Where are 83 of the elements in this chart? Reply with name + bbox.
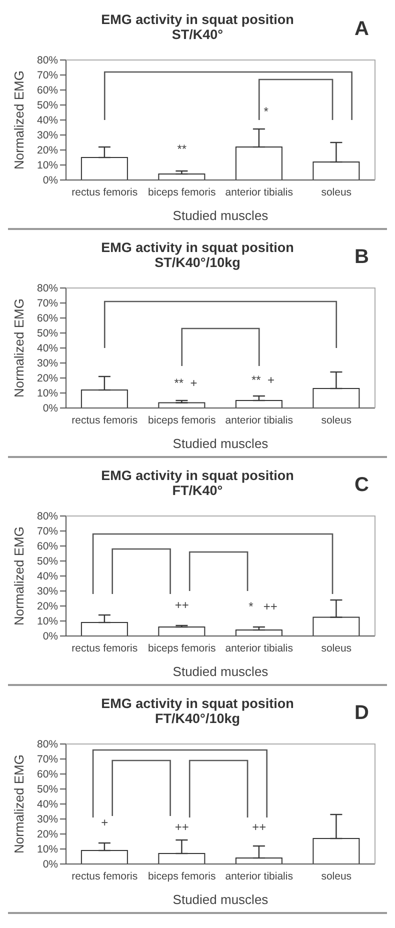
- x-tick-label: soleus: [321, 414, 352, 426]
- chart-subtitle: FT/K40°/10kg: [155, 711, 240, 726]
- text: D: [354, 702, 369, 725]
- x-tick-label: biceps femoris: [148, 642, 216, 654]
- y-tick-label: 30%: [36, 586, 58, 598]
- bar: [158, 626, 206, 636]
- chart-title: EMG activity in squat position: [101, 12, 294, 27]
- y-tick-label: 10%: [36, 844, 58, 856]
- x-tick-label: rectus femoris: [72, 414, 138, 426]
- chart-subtitle: ST/K40°/10kg: [154, 255, 240, 270]
- y-tick-label: 80%: [36, 510, 58, 523]
- y-tick-label: 0%: [42, 402, 58, 415]
- y-tick-label: 0%: [42, 174, 58, 187]
- y-tick-label: 30%: [36, 814, 58, 826]
- y-tick-label: 50%: [36, 328, 58, 340]
- y-tick-label: 70%: [36, 526, 58, 538]
- y-axis-title: Normalized EMG: [11, 754, 26, 854]
- y-tick-label: 80%: [36, 738, 58, 751]
- y-axis-title: Normalized EMG: [11, 526, 26, 626]
- y-tick-label: 50%: [36, 556, 58, 568]
- y-tick-label: 30%: [36, 130, 58, 142]
- x-tick-label: anterior tibialis: [225, 642, 293, 654]
- x-tick-label: soleus: [321, 186, 352, 198]
- annotation: ++: [174, 598, 189, 612]
- y-tick-label: 50%: [36, 100, 58, 112]
- y-tick-label: 40%: [36, 342, 58, 355]
- y-tick-label: 0%: [42, 858, 58, 871]
- y-tick-label: 60%: [36, 540, 58, 553]
- y-tick-label: 60%: [36, 84, 58, 97]
- x-tick-label: anterior tibialis: [225, 186, 293, 198]
- x-tick-label: soleus: [321, 642, 352, 654]
- annotation: **: [177, 142, 187, 156]
- y-tick-label: 80%: [36, 54, 58, 67]
- x-tick-label: anterior tibialis: [225, 870, 293, 882]
- x-tick-label: rectus femoris: [72, 870, 138, 882]
- annotation: ++: [174, 820, 189, 834]
- x-axis-title: Studied muscles: [172, 664, 269, 679]
- y-tick-label: 40%: [36, 114, 58, 127]
- x-tick-label: biceps femoris: [148, 870, 216, 882]
- annotation: *: [264, 104, 269, 118]
- y-tick-label: 60%: [36, 768, 58, 781]
- y-tick-label: 20%: [36, 372, 58, 385]
- x-axis-title: Studied muscles: [172, 208, 269, 223]
- x-axis-title: Studied muscles: [172, 892, 269, 907]
- chart-subtitle: FT/K40°: [172, 483, 223, 498]
- y-tick-label: 80%: [36, 282, 58, 295]
- y-tick-label: 40%: [36, 570, 58, 583]
- y-axis-title: Normalized EMG: [11, 70, 26, 170]
- y-tick-label: 20%: [36, 828, 58, 841]
- y-tick-label: 70%: [36, 70, 58, 82]
- x-tick-label: biceps femoris: [148, 186, 216, 198]
- y-tick-label: 70%: [36, 754, 58, 766]
- chart-title: EMG activity in squat position: [101, 468, 294, 483]
- chart-title: EMG activity in squat position: [101, 240, 294, 255]
- y-axis-title: Normalized EMG: [11, 298, 26, 398]
- y-tick-label: 10%: [36, 160, 58, 172]
- chart-title: EMG activity in squat position: [101, 696, 294, 711]
- y-tick-label: 30%: [36, 358, 58, 370]
- y-tick-label: 20%: [36, 144, 58, 157]
- annotation: * ++: [248, 600, 278, 614]
- y-tick-label: 10%: [36, 616, 58, 628]
- x-tick-label: soleus: [321, 870, 352, 882]
- y-tick-label: 40%: [36, 798, 58, 811]
- y-tick-label: 10%: [36, 388, 58, 400]
- text: A: [354, 18, 369, 41]
- text: C: [354, 474, 369, 497]
- annotation: ** +: [174, 376, 198, 390]
- y-tick-label: 60%: [36, 312, 58, 325]
- bar: [235, 400, 282, 408]
- annotation: ** +: [251, 373, 274, 387]
- annotation: +: [101, 816, 108, 830]
- y-tick-label: 0%: [42, 630, 58, 643]
- chart-subtitle: ST/K40°: [172, 27, 224, 42]
- y-tick-label: 50%: [36, 784, 58, 796]
- x-tick-label: anterior tibialis: [225, 414, 293, 426]
- y-tick-label: 20%: [36, 600, 58, 613]
- x-tick-label: biceps femoris: [148, 414, 216, 426]
- text: B: [354, 246, 369, 269]
- x-tick-label: rectus femoris: [72, 186, 138, 198]
- x-axis-title: Studied muscles: [172, 436, 269, 451]
- annotation: ++: [252, 820, 266, 834]
- x-tick-label: rectus femoris: [72, 642, 138, 654]
- y-tick-label: 70%: [36, 298, 58, 310]
